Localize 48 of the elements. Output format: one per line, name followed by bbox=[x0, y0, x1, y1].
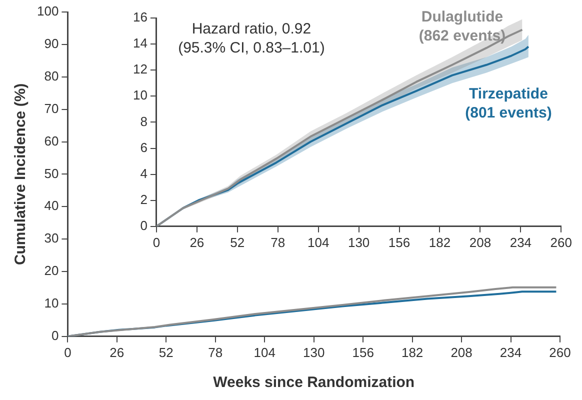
y-tick-label: 14 bbox=[132, 36, 148, 51]
x-tick-label: 260 bbox=[550, 234, 572, 250]
annotation: Hazard ratio, 0.92 bbox=[192, 20, 312, 38]
y-tick-label: 16 bbox=[132, 10, 148, 25]
y-tick-label: 80 bbox=[44, 68, 59, 84]
x-tick-label: 156 bbox=[388, 234, 410, 250]
x-tick-label: 104 bbox=[254, 344, 276, 360]
x-tick-label: 130 bbox=[348, 234, 370, 250]
y-tick-label: 10 bbox=[44, 296, 59, 311]
y-tick-label: 20 bbox=[44, 263, 59, 278]
y-tick-label: 12 bbox=[132, 62, 148, 77]
x-tick-label: 130 bbox=[302, 344, 325, 360]
x-tick-label: 182 bbox=[428, 234, 451, 250]
y-tick-label: 30 bbox=[44, 230, 59, 246]
x-tick-label: 208 bbox=[450, 344, 472, 360]
y-tick-label: 40 bbox=[44, 198, 59, 214]
x-tick-label: 52 bbox=[230, 234, 245, 250]
y-tick-label: 70 bbox=[44, 100, 59, 116]
x-tick-label: 0 bbox=[152, 234, 160, 250]
y-tick-label: 2 bbox=[140, 192, 148, 207]
y-tick-label: 0 bbox=[51, 328, 59, 343]
x-tick-label: 260 bbox=[549, 344, 571, 360]
y-tick-label: 0 bbox=[140, 218, 148, 233]
x-tick-label: 234 bbox=[510, 234, 532, 250]
x-tick-label: 26 bbox=[110, 344, 124, 360]
series-label: Dulaglutide (862 events) bbox=[418, 8, 506, 45]
x-tick-label: 156 bbox=[352, 344, 374, 360]
x-tick-label: 104 bbox=[307, 234, 330, 250]
y-tick-label: 60 bbox=[44, 133, 59, 148]
series-label: Tirzepatide (801 events) bbox=[465, 85, 552, 122]
y-tick-label: 6 bbox=[140, 140, 148, 155]
y-tick-label: 50 bbox=[44, 166, 59, 181]
y-tick-label: 4 bbox=[140, 166, 148, 181]
y-tick-label: 8 bbox=[140, 114, 148, 129]
y-tick-label: 100 bbox=[36, 4, 59, 19]
x-tick-label: 26 bbox=[190, 234, 204, 250]
annotation: (95.3% CI, 0.83–1.01) bbox=[178, 40, 325, 57]
x-tick-label: 182 bbox=[401, 344, 424, 360]
x-tick-label: 78 bbox=[208, 344, 223, 360]
x-tick-label: 52 bbox=[158, 344, 174, 360]
y-axis-title: Cumulative Incidence (%) bbox=[12, 83, 30, 266]
x-axis-title: Weeks since Randomization bbox=[213, 374, 415, 392]
y-tick-label: 90 bbox=[44, 36, 59, 52]
x-tick-label: 0 bbox=[64, 344, 72, 360]
x-tick-label: 234 bbox=[500, 344, 522, 360]
y-tick-label: 10 bbox=[132, 88, 148, 103]
x-tick-label: 78 bbox=[270, 234, 286, 250]
x-tick-label: 208 bbox=[469, 234, 492, 250]
